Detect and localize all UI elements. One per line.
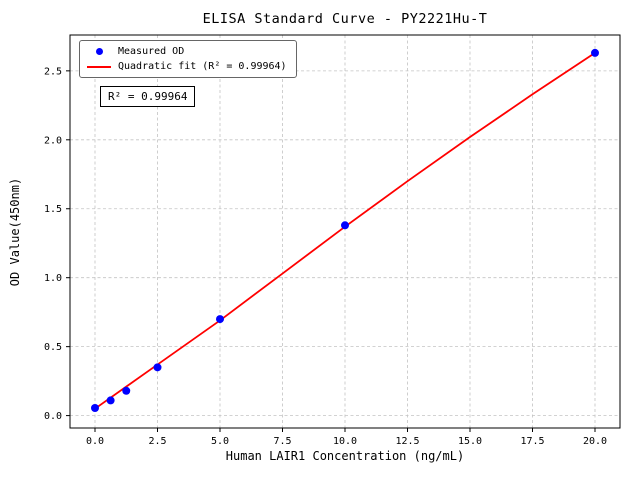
x-tick-label: 7.5 [273, 436, 291, 447]
data-point [91, 404, 99, 413]
y-tick-label: 1.0 [44, 273, 62, 284]
x-tick-label: 2.5 [148, 436, 166, 447]
legend-label-measured-od: Measured OD [118, 46, 185, 57]
x-tick-label: 20.0 [583, 436, 607, 447]
y-tick-label: 0.0 [44, 411, 62, 422]
y-axis-label-container: OD Value(450nm) [4, 35, 26, 428]
data-point [122, 386, 131, 395]
data-point [153, 363, 162, 372]
legend-item-measured-od: Measured OD [87, 46, 287, 57]
blue-dot-icon [95, 48, 103, 55]
legend-label-quadratic-fit: Quadratic fit (R² = 0.99964) [118, 61, 287, 72]
y-tick-label: 2.5 [44, 66, 62, 77]
r-squared-annotation: R² = 0.99964 [100, 86, 196, 107]
data-point [106, 396, 115, 405]
data-point [591, 48, 599, 57]
y-tick-label: 0.5 [44, 342, 62, 353]
x-tick-label: 10.0 [333, 436, 357, 447]
x-tick-label: 12.5 [395, 436, 419, 447]
legend-item-quadratic-fit: Quadratic fit (R² = 0.99964) [87, 61, 287, 72]
data-point [341, 221, 349, 230]
y-tick-label: 2.0 [44, 135, 62, 146]
x-tick-label: 5.0 [211, 436, 229, 447]
legend-marker-line-icon [87, 65, 111, 68]
x-axis-label: Human LAIR1 Concentration (ng/mL) [225, 449, 465, 463]
y-axis-label: OD Value(450nm) [8, 177, 22, 286]
legend-marker-dot-icon [87, 48, 111, 55]
x-tick-label: 15.0 [458, 436, 482, 447]
x-tick-label: 17.5 [520, 436, 544, 447]
y-axis-ticks: 0.0 0.5 1.0 1.5 2.0 2.5 [44, 66, 70, 422]
measured-od-points [91, 48, 599, 413]
grid-lines [70, 35, 620, 428]
legend: Measured OD Quadratic fit (R² = 0.99964) [79, 40, 297, 78]
x-tick-label: 0.0 [86, 436, 104, 447]
chart-title: ELISA Standard Curve - PY2221Hu-T [202, 11, 488, 27]
data-point [216, 315, 224, 324]
x-axis-ticks: 0.0 2.5 5.0 7.5 10.0 12.5 15.0 17.5 20.0 [86, 428, 607, 447]
red-line-icon [87, 65, 111, 68]
y-tick-label: 1.5 [44, 204, 62, 215]
